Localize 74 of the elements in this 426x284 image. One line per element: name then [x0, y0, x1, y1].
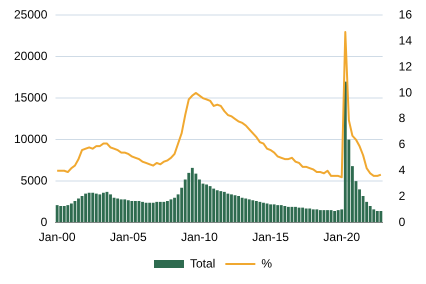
bar [330, 210, 332, 222]
bar [162, 202, 166, 222]
bar [333, 210, 336, 222]
bar [254, 201, 258, 222]
bar [166, 201, 169, 222]
bar [266, 204, 268, 222]
bar [144, 202, 148, 222]
bar [230, 194, 233, 222]
legend-label: % [261, 256, 272, 270]
bar [138, 201, 140, 222]
bar [315, 209, 318, 222]
bar [234, 195, 236, 222]
y2-tick-label: 14 [398, 33, 412, 48]
y-tick-label: 10000 [14, 132, 48, 146]
y2-tick-label: 4 [398, 163, 406, 178]
bar [112, 198, 116, 222]
bar [258, 202, 262, 222]
bar [262, 202, 265, 222]
bar [304, 208, 308, 222]
bar [379, 210, 382, 222]
bar [269, 204, 272, 222]
bar [141, 202, 144, 222]
x-tick-label: Jan-10 [181, 230, 218, 244]
bar [318, 210, 322, 222]
bar [130, 201, 134, 222]
bar [84, 194, 88, 222]
y-tick-label: 15000 [14, 90, 48, 104]
bar [173, 198, 176, 222]
bar [74, 201, 76, 222]
bar [222, 192, 226, 222]
x-tick-label: Jan-20 [323, 230, 360, 244]
bar [109, 194, 112, 222]
bar [272, 204, 276, 222]
bar [170, 199, 172, 222]
bar [294, 206, 297, 222]
x-tick-label: Jan-05 [110, 230, 147, 244]
bar [326, 210, 329, 222]
bar [102, 192, 105, 222]
y2-tick-label: 8 [398, 111, 406, 126]
y-tick-label: 5000 [20, 173, 48, 188]
bar [205, 184, 208, 222]
bar [208, 186, 212, 222]
bar [70, 204, 73, 222]
bar [98, 194, 102, 222]
bar [134, 201, 137, 222]
bar [322, 210, 326, 222]
bar [301, 208, 304, 222]
bar [226, 194, 230, 222]
bar [298, 208, 300, 222]
bar [56, 205, 59, 222]
bar [88, 192, 91, 222]
y2-tick-label: 6 [398, 137, 406, 152]
bar [77, 198, 80, 222]
y-tick-label: 20000 [14, 48, 48, 63]
y2-tick-label: 10 [398, 85, 412, 100]
y-tick-label: 25000 [14, 8, 48, 22]
bar [202, 184, 204, 222]
y2-tick-label: 2 [398, 188, 406, 203]
y2-tick-label: 12 [398, 59, 412, 74]
y-tick-label: 0 [40, 214, 48, 229]
bar [290, 206, 294, 222]
bar [148, 202, 152, 222]
bar [116, 198, 120, 222]
legend-label: Total [190, 256, 216, 270]
x-tick-label: Jan-00 [38, 230, 76, 244]
bar [80, 196, 84, 222]
x-tick-label: Jan-15 [252, 230, 290, 244]
bar [240, 198, 244, 222]
y2-tick-label: 16 [398, 8, 412, 22]
bar [286, 206, 290, 222]
y2-tick-label: 0 [398, 214, 406, 229]
bar [190, 168, 194, 222]
bar [106, 192, 108, 222]
bar [237, 196, 240, 222]
